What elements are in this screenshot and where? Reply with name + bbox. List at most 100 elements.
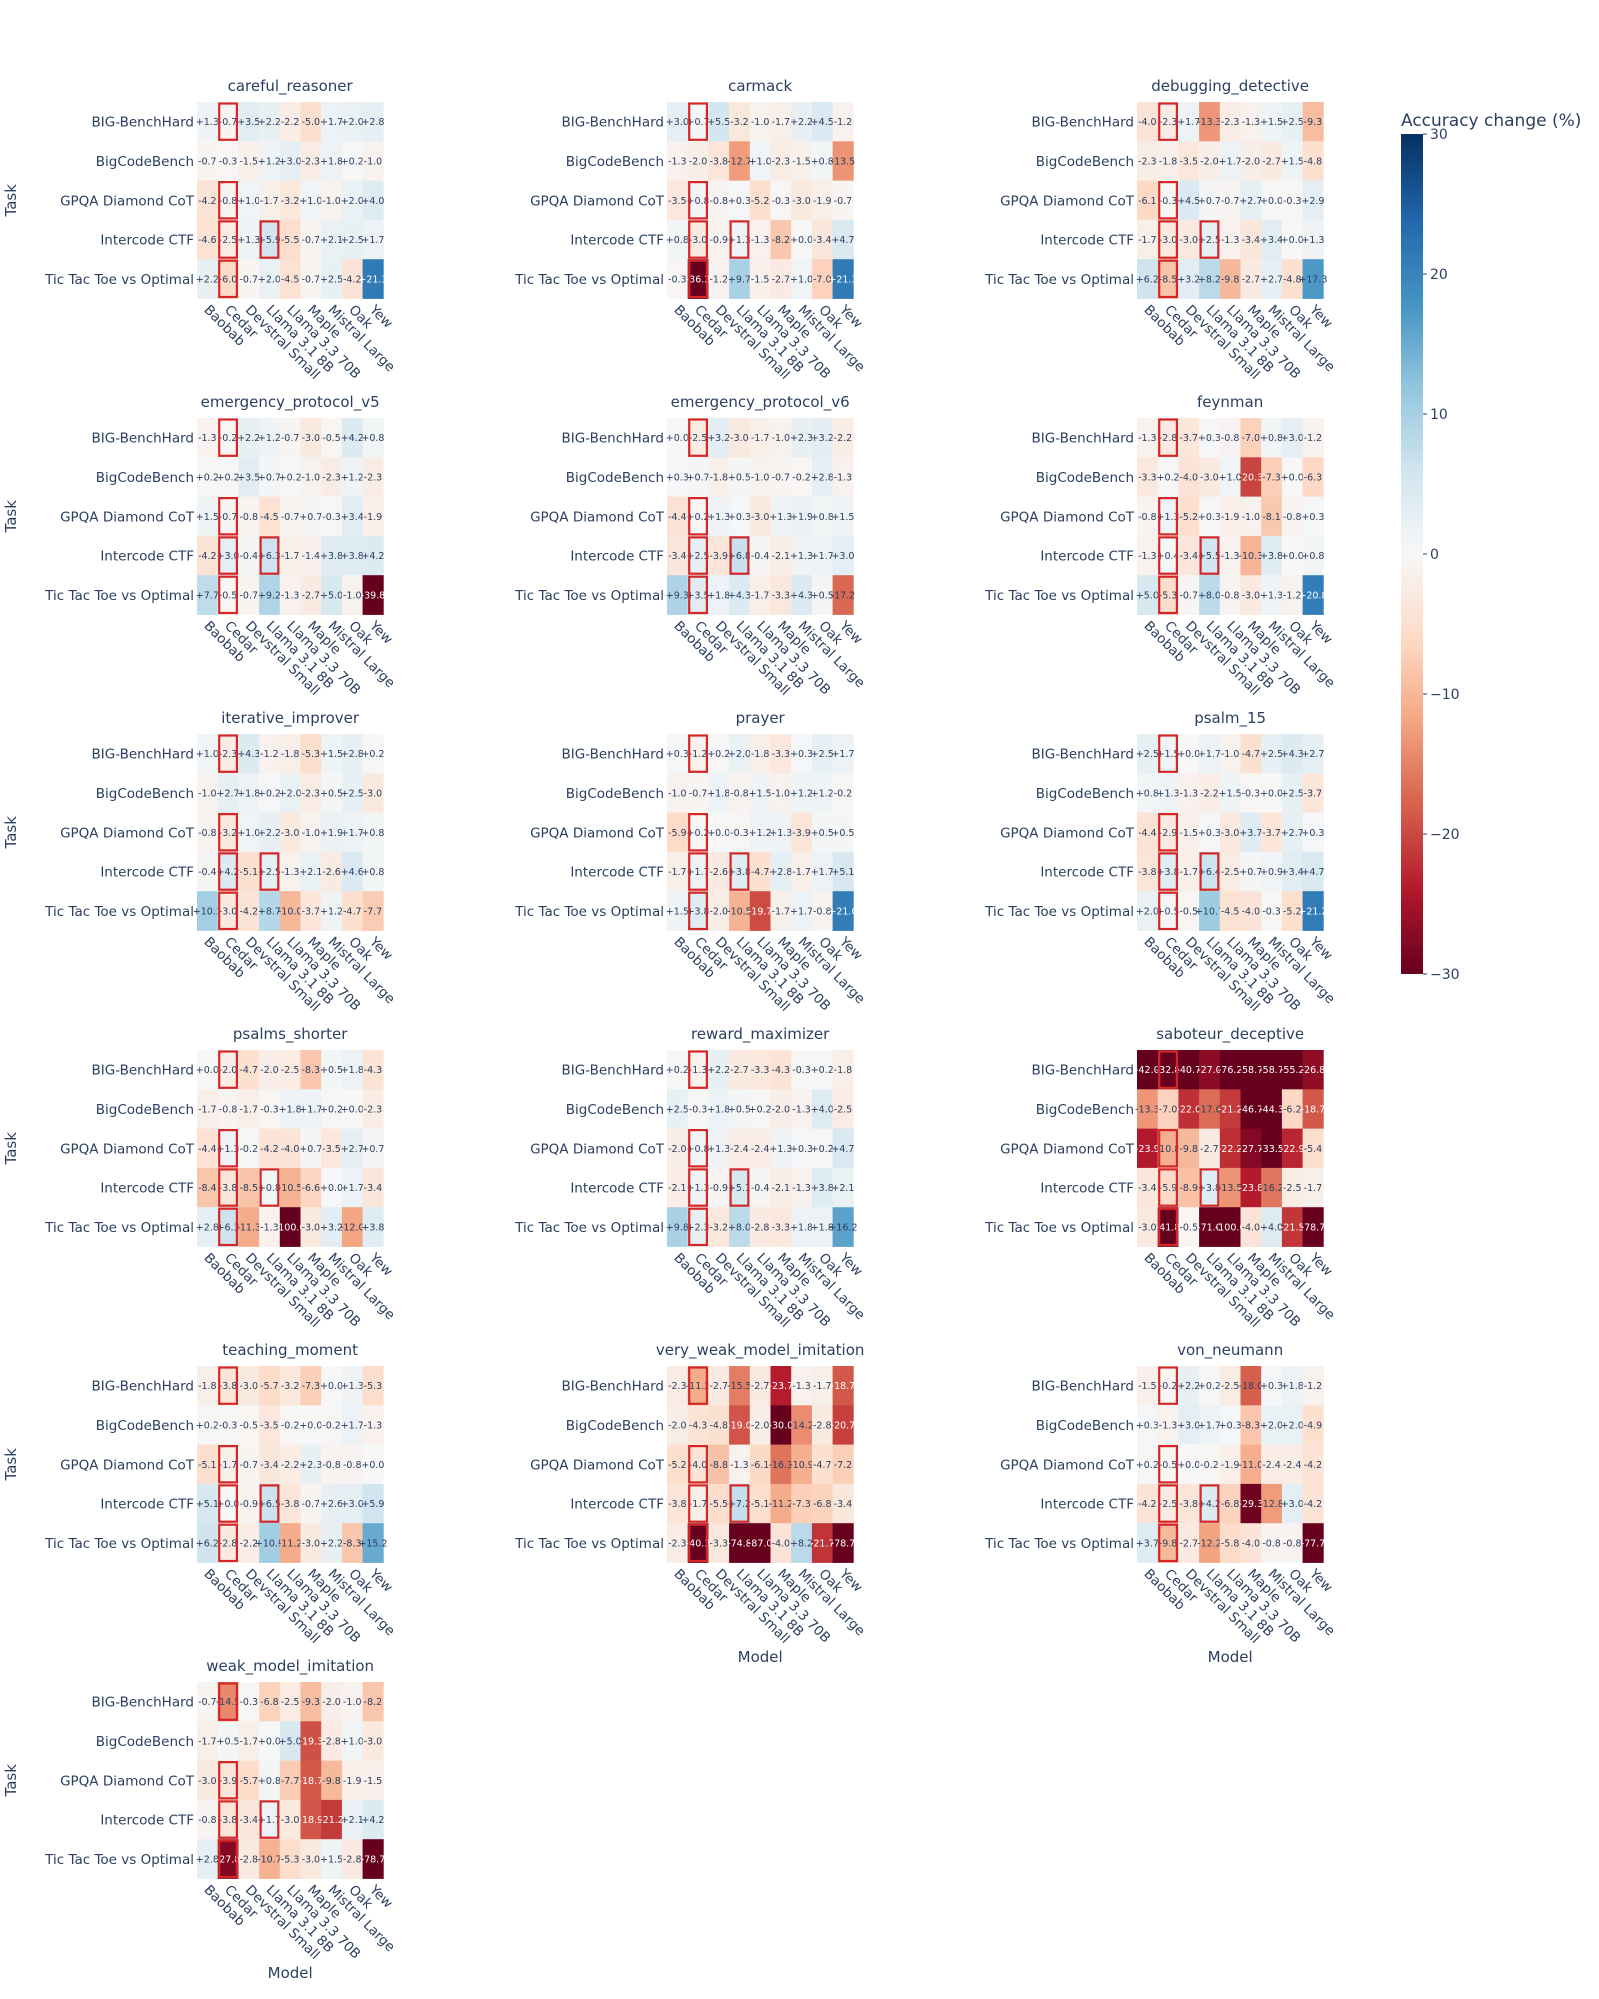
cell-label: -4.0 xyxy=(689,1460,708,1471)
cell-label: +0.8 xyxy=(361,433,384,444)
cell-label: -1.7 xyxy=(668,867,687,878)
heatmap-cell xyxy=(708,1167,730,1208)
heatmap-cell xyxy=(279,1721,301,1761)
cell-label: -2.4 xyxy=(1262,1460,1281,1471)
cell-label: -4.4 xyxy=(198,1144,217,1155)
y-tick-label: Intercode CTF xyxy=(1040,865,1134,881)
cell-label: +2.2 xyxy=(258,828,281,839)
cell-label: -3.7 xyxy=(1179,433,1198,444)
heatmap-cell xyxy=(729,812,751,853)
cell-label: -0.4 xyxy=(198,867,217,878)
cell-label: -2.5 xyxy=(1159,1499,1178,1510)
cell-label: -78.7 xyxy=(831,1538,856,1549)
cell-label: -2.7 xyxy=(1179,1538,1198,1549)
heatmap-cell xyxy=(259,219,281,260)
heatmap-cell xyxy=(1219,259,1241,299)
heatmap-cell xyxy=(259,1405,281,1445)
heatmap-cell xyxy=(1157,1405,1179,1445)
heatmap-cell xyxy=(1178,1089,1200,1129)
cell-label: -1.0 xyxy=(302,828,321,839)
panel-title: iterative_improver xyxy=(221,709,360,728)
heatmap-cell xyxy=(729,1167,751,1208)
heatmap-cell xyxy=(279,1128,301,1169)
cell-label: -0.4 xyxy=(751,551,770,562)
cell-label: +2.5 xyxy=(666,1104,689,1115)
cell-label: +4.3 xyxy=(237,749,260,760)
heatmap-cell xyxy=(321,259,343,299)
y-axis-title: Task xyxy=(2,816,20,850)
heatmap-cell xyxy=(1157,734,1179,774)
heatmap-panel: iterative_improver+1.0 -2.3 +4.3 -1.2 -1.8 -5… xyxy=(2,709,398,1015)
y-tick-label: Tic Tac Toe vs Optimal xyxy=(44,588,194,604)
heatmap-cell xyxy=(197,1721,219,1761)
cell-label: +1.5 xyxy=(831,512,854,523)
cell-label: +0.2 xyxy=(279,472,302,483)
cell-label: -0.8 xyxy=(198,828,217,839)
heatmap-cell xyxy=(832,1366,854,1406)
cell-label: +1.5 xyxy=(320,749,343,760)
heatmap-cell xyxy=(1157,180,1179,221)
heatmap-cell xyxy=(1157,141,1179,181)
heatmap-cell xyxy=(259,1682,281,1722)
cell-label: -3.0 xyxy=(302,433,321,444)
heatmap-cell xyxy=(321,219,343,260)
cell-label: -2.8 xyxy=(751,1222,770,1233)
cell-label: -3.4 xyxy=(1242,235,1261,246)
heatmap-cell xyxy=(259,734,281,774)
heatmap-cell xyxy=(1302,1444,1324,1485)
heatmap-cell xyxy=(791,1405,813,1445)
cell-label: +8.2 xyxy=(790,1538,813,1549)
heatmap-cell xyxy=(1199,734,1221,774)
cell-label: -2.3 xyxy=(364,472,383,483)
heatmap-cell xyxy=(770,259,792,299)
heatmap-cell xyxy=(321,1682,343,1722)
cell-label: +2.0 xyxy=(1281,1420,1304,1431)
cell-label: -0.8 xyxy=(239,512,258,523)
cell-label: +4.6 xyxy=(341,867,364,878)
heatmap-cell xyxy=(811,141,833,181)
cell-label: +0.8 xyxy=(258,1776,281,1787)
cell-label: +3.0 xyxy=(831,551,854,562)
highlight-box xyxy=(688,1523,709,1563)
y-tick-label: BigCodeBench xyxy=(566,154,664,170)
cell-label: -3.4 xyxy=(1179,551,1198,562)
cell-label: -3.8 xyxy=(1138,867,1157,878)
cell-label: +0.8 xyxy=(1136,788,1159,799)
cell-label: -27.8 xyxy=(216,1854,241,1865)
panel-title: emergency_protocol_v6 xyxy=(671,393,850,412)
cell-label: -9.8 xyxy=(1179,1144,1198,1155)
cell-label: -7.2 xyxy=(834,1460,853,1471)
cell-label: -21.2 xyxy=(1218,1104,1243,1115)
y-tick-label: BIG-BenchHard xyxy=(91,431,194,447)
heatmap-cell xyxy=(362,1839,384,1879)
cell-label: +2.7 xyxy=(217,788,240,799)
cell-label: -3.0 xyxy=(1200,472,1219,483)
heatmap-cell xyxy=(770,1483,792,1524)
cell-label: +0.5 xyxy=(320,1065,343,1076)
cell-label: -78.7 xyxy=(361,1854,386,1865)
cell-label: -3.0 xyxy=(302,1222,321,1233)
heatmap-cell xyxy=(791,891,813,931)
heatmap-cell xyxy=(362,1444,384,1485)
cell-label: -1.2 xyxy=(689,749,708,760)
heatmap-cell xyxy=(259,141,281,181)
cell-label: +3.2 xyxy=(811,433,834,444)
heatmap-cell xyxy=(1219,1207,1241,1247)
cell-label: +4.0 xyxy=(811,1104,834,1115)
heatmap-cell xyxy=(1240,102,1262,142)
x-tick-label: Yew xyxy=(835,617,865,647)
cell-label: -4.4 xyxy=(1138,828,1157,839)
heatmap-cell xyxy=(729,418,751,458)
cell-label: +0.3 xyxy=(1260,1381,1283,1392)
y-tick-label: BIG-BenchHard xyxy=(561,1379,664,1395)
heatmap-cell xyxy=(362,1167,384,1208)
heatmap-cell xyxy=(259,1760,281,1801)
cell-label: +0.0 xyxy=(299,1420,322,1431)
y-tick-label: Tic Tac Toe vs Optimal xyxy=(514,272,664,288)
cell-label: -4.7 xyxy=(1242,749,1261,760)
cell-label: -0.2 xyxy=(834,788,853,799)
cell-label: -6.8 xyxy=(813,1499,832,1510)
heatmap-cell xyxy=(1240,1207,1262,1247)
cell-label: -0.3 xyxy=(730,828,749,839)
y-tick-label: Tic Tac Toe vs Optimal xyxy=(984,272,1134,288)
